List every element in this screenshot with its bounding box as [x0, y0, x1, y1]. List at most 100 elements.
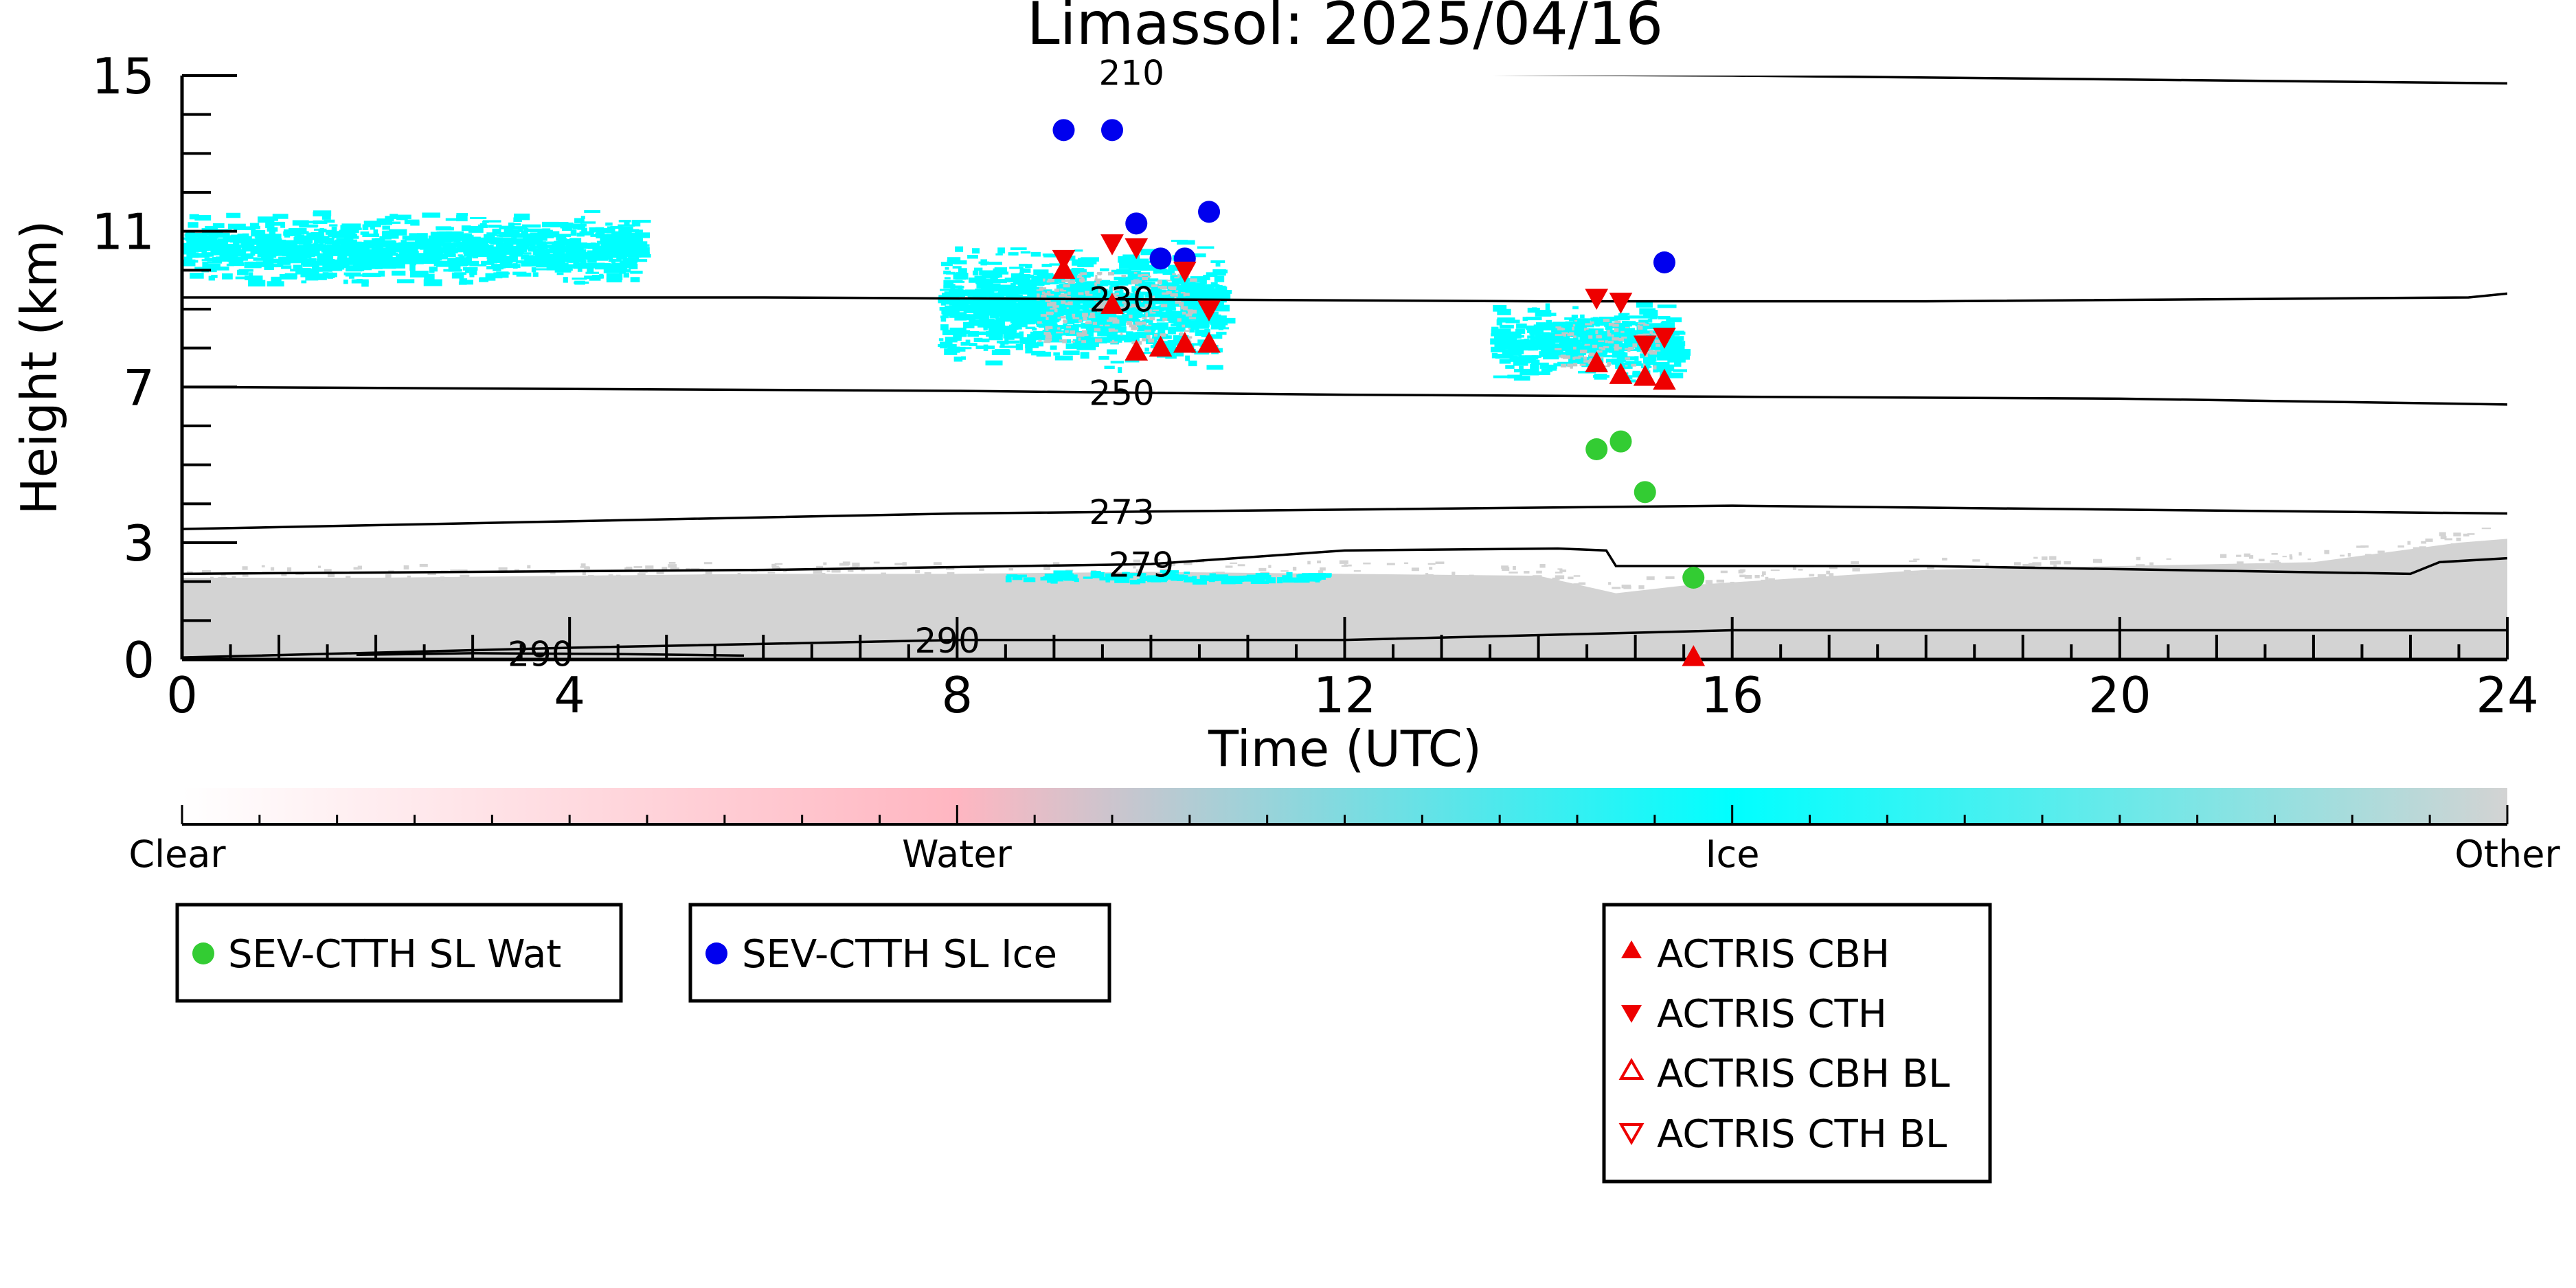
cloud-speckle-other	[656, 570, 664, 574]
cloud-speckle-other	[550, 572, 556, 575]
cloud-speckle-ice	[962, 321, 975, 328]
contour-label-290: 290	[508, 634, 573, 674]
cloud-speckle-ice	[947, 346, 966, 352]
cloud-speckle-other	[287, 567, 292, 572]
cloud-speckle-ice	[1041, 263, 1052, 267]
cloud-speckle-ice	[237, 238, 256, 244]
point-sev-ctth-sl-wat	[1682, 567, 1705, 589]
cloud-speckle-ice	[613, 246, 620, 251]
cloud-speckle-ice	[1145, 576, 1152, 580]
cloud-speckle-ice	[1491, 352, 1498, 359]
cloud-speckle-ice	[1590, 352, 1607, 357]
cloud-speckle-ice	[947, 280, 965, 283]
cloud-speckle-ice	[528, 240, 543, 245]
cloud-speckle-ice	[337, 257, 352, 264]
cloud-speckle-mixed	[1056, 331, 1064, 334]
cloud-speckle-other	[813, 570, 823, 574]
cloud-speckle-ice	[1184, 576, 1195, 583]
cloud-speckle-ice	[472, 253, 479, 259]
cloud-speckle-ice	[546, 267, 562, 271]
cloud-speckle-mixed	[1111, 293, 1117, 297]
cloud-speckle-ice	[1118, 256, 1136, 263]
cloud-speckle-ice	[1031, 350, 1046, 356]
cloud-speckle-ice	[207, 261, 223, 264]
cloud-speckle-ice	[951, 286, 964, 289]
cloud-speckle-ice	[1638, 319, 1649, 324]
cloud-speckle-ice	[964, 314, 976, 321]
cloud-speckle-ice	[605, 222, 613, 226]
cloud-speckle-ice	[1192, 576, 1197, 582]
cloud-speckle-other	[2053, 565, 2057, 567]
cloud-speckle-other	[1258, 567, 1267, 572]
cloud-speckle-ice	[946, 292, 966, 297]
cloud-speckle-ice	[501, 259, 509, 265]
cloud-speckle-ice	[1201, 333, 1210, 338]
cloud-speckle-other	[1913, 558, 1920, 561]
cloud-speckle-ice	[449, 236, 453, 242]
cloud-speckle-ice	[313, 220, 328, 225]
cloud-speckle-ice	[986, 273, 999, 279]
cloud-speckle-other	[385, 574, 392, 578]
cloud-speckle-ice	[1036, 304, 1047, 308]
point-sev-ctth-sl-ice	[1052, 119, 1075, 142]
cloud-speckle-other	[2149, 562, 2154, 565]
cloud-speckle-ice	[187, 251, 192, 254]
cloud-speckle-ice	[446, 231, 464, 235]
cloud-speckle-ice	[552, 243, 558, 251]
cloud-speckle-ice	[620, 226, 633, 231]
cloud-speckle-ice	[557, 240, 575, 246]
cloud-speckle-ice	[232, 250, 247, 253]
cloud-speckle-ice	[1670, 330, 1684, 335]
cloud-speckle-ice	[1212, 269, 1226, 276]
cloud-speckle-ice	[269, 229, 276, 236]
cloud-speckle-ice	[423, 279, 442, 286]
cloud-speckle-ice	[440, 253, 456, 258]
cloud-speckle-ice	[1020, 574, 1027, 578]
cloud-speckle-ice	[238, 251, 246, 256]
point-actris-cth	[1609, 293, 1633, 314]
cloud-speckle-ice	[1001, 326, 1017, 333]
cloud-speckle-ice	[514, 213, 530, 221]
cloud-speckle-ice	[1009, 267, 1024, 269]
cloud-speckle-mixed	[1583, 329, 1586, 331]
cloud-speckle-mixed	[1129, 306, 1133, 308]
cloud-speckle-ice	[990, 276, 998, 283]
cloud-speckle-ice	[451, 262, 467, 267]
cloud-speckle-ice	[1152, 306, 1171, 310]
cloud-speckle-ice	[243, 245, 255, 251]
cloud-speckle-ice	[465, 267, 470, 273]
cloud-speckle-ice	[1499, 324, 1514, 329]
cloud-speckle-mixed	[1625, 326, 1629, 328]
cloud-speckle-ice	[1504, 349, 1522, 356]
cloud-speckle-mixed	[1638, 333, 1643, 336]
cloud-speckle-mixed	[1649, 350, 1658, 355]
cloud-speckle-mixed	[1127, 291, 1131, 296]
contour-230	[182, 292, 2507, 303]
cloud-speckle-ice	[967, 254, 978, 259]
cloud-speckle-ice	[521, 254, 529, 260]
cloud-speckle-other	[670, 567, 679, 569]
cloud-speckle-ice	[1197, 295, 1214, 301]
cloud-speckle-ice	[1239, 576, 1258, 582]
cloud-speckle-mixed	[1557, 327, 1563, 330]
cloud-speckle-mixed	[1612, 337, 1619, 341]
cloud-speckle-ice	[1612, 351, 1626, 358]
cloud-speckle-ice	[606, 241, 614, 249]
cloud-speckle-other	[1798, 569, 1803, 571]
cloud-speckle-ice	[980, 275, 987, 278]
cloud-speckle-other	[1638, 585, 1645, 589]
cloud-speckle-ice	[1102, 318, 1109, 324]
cloud-speckle-other	[2092, 558, 2103, 563]
cloud-speckle-ice	[235, 276, 250, 280]
cloud-speckle-ice	[240, 249, 251, 252]
cloud-speckle-ice	[563, 277, 568, 283]
cloud-speckle-ice	[569, 248, 584, 253]
cloud-speckle-ice	[1085, 302, 1090, 306]
cloud-speckle-other	[2356, 545, 2366, 548]
cloud-speckle-ice	[1221, 577, 1236, 585]
cloud-speckle-other	[2439, 532, 2446, 536]
cloud-speckle-ice	[1542, 341, 1553, 346]
cloud-speckle-other	[1317, 561, 1322, 564]
cloud-speckle-ice	[1580, 314, 1585, 319]
cloud-speckle-ice	[986, 298, 995, 302]
